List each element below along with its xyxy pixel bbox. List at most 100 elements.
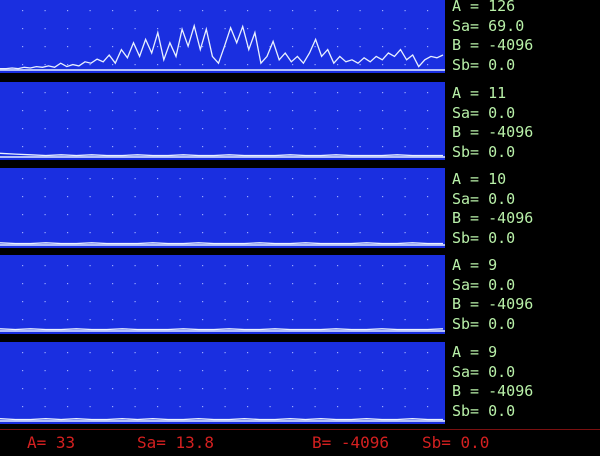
grid-dot [269,92,271,94]
grid-dot [22,28,24,30]
grid-dot [247,196,249,198]
grid-dot [202,146,204,148]
grid-dot [359,46,361,48]
grid-dot [382,92,384,94]
grid-dot [314,146,316,148]
channel-4-trace [0,265,445,332]
grid-dot [337,370,339,372]
grid-dot [112,46,114,48]
grid-dot [22,110,24,112]
grid-dot [269,232,271,234]
grid-dot [134,110,136,112]
grid-dot [359,283,361,285]
grid-dot [134,406,136,408]
grid-dot [404,146,406,148]
grid-dot [247,10,249,12]
sb-value: Sb= 0.0 [452,228,516,247]
grid-dot [179,64,181,66]
grid-dot [134,10,136,12]
signal-trace [0,23,444,70]
grid-dot [22,46,24,48]
grid-dot [382,178,384,180]
grid-dot [427,178,429,180]
grid-dot [202,64,204,66]
grid-dot [247,265,249,267]
grid-dot [157,406,159,408]
grid-dot [314,10,316,12]
grid-dot [404,319,406,321]
signal-trace [0,152,443,157]
grid-dot [359,301,361,303]
grid-dot [427,388,429,390]
grid-dot [337,196,339,198]
grid-dot [314,301,316,303]
grid-dot [404,370,406,372]
grid-dot [112,28,114,30]
grid-dot [382,46,384,48]
b-value: B = -4096 [452,209,534,227]
grid-dot [359,92,361,94]
grid-dot [22,10,24,12]
grid-dot [359,10,361,12]
grid-dot [292,388,294,390]
grid-dot [157,352,159,354]
grid-dot [292,352,294,354]
grid-dot [427,196,429,198]
grid-dot [404,92,406,94]
grid-dot [382,301,384,303]
grid-dot [179,265,181,267]
grid-dot [112,352,114,354]
grid-dot [382,388,384,390]
grid-dot [112,178,114,180]
grid-dot [134,352,136,354]
grid-dot [202,301,204,303]
grid-dot [179,232,181,234]
grid-dot [67,110,69,112]
grid-dot [224,319,226,321]
grid-dot [359,28,361,30]
grid-dot [292,128,294,130]
sa-value: Sa= 0.0 [452,189,516,208]
grid-dot [382,265,384,267]
grid-dot [359,388,361,390]
grid-dot [314,46,316,48]
grid-dot [292,28,294,30]
grid-dot [22,301,24,303]
channel-5-display [0,342,445,424]
grid-dot [22,370,24,372]
grid-dot [404,196,406,198]
footer-sa: Sa= 13.8 [137,433,215,452]
grid-dot [247,301,249,303]
channel-2-trace [0,92,445,158]
grid-dot [44,196,46,198]
grid-dot [44,64,46,66]
grid-dot [157,46,159,48]
a-value: A = 9 [452,343,498,361]
grid-dot [314,92,316,94]
grid-dot [427,301,429,303]
sa-value: Sa= 0.0 [452,103,516,122]
grid-dot [404,388,406,390]
grid-dot [89,232,91,234]
grid-dot [67,10,69,12]
grid-dot [314,232,316,234]
grid-dot [404,28,406,30]
grid-dot [337,178,339,180]
grid-dot [67,388,69,390]
grid-dot [292,46,294,48]
grid-dot [269,46,271,48]
grid-dot [269,10,271,12]
grid-dot [427,265,429,267]
grid-dot [382,196,384,198]
grid-dot [269,388,271,390]
grid-dot [404,265,406,267]
grid-dot [314,283,316,285]
grid-dot [382,406,384,408]
grid-dot [337,10,339,12]
grid-dot [112,64,114,66]
grid-dot [247,92,249,94]
grid-dot [224,352,226,354]
grid-dot [314,388,316,390]
grid-dot [67,146,69,148]
grid-dot [314,178,316,180]
